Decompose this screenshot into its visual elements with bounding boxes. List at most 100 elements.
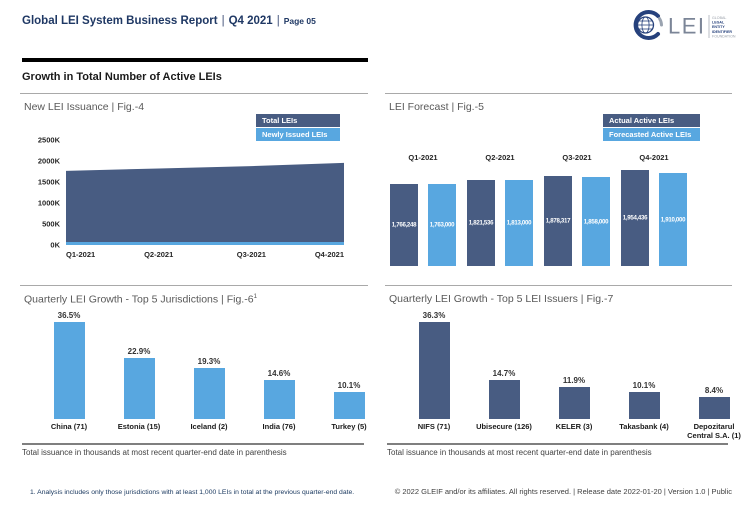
panel-lei-forecast: LEI Forecast | Fig.-5 Actual Active LEIs… bbox=[385, 93, 732, 279]
panel-top5-jurisdictions: Quarterly LEI Growth - Top 5 Jurisdictio… bbox=[20, 285, 368, 466]
fig7-value-label: 36.3% bbox=[422, 311, 446, 320]
fig6-bar bbox=[53, 322, 85, 419]
fig7-category-label: Ubisecure (126) bbox=[476, 422, 532, 431]
legend-item-forecasted-active-leis: Forecasted Active LEIs bbox=[603, 128, 700, 141]
fig4-x-tick: Q3-2021 bbox=[236, 250, 266, 259]
fig5-bar-group: Q3-2021 1,878,317 1,858,000 bbox=[544, 153, 610, 266]
legend-item-actual-active-leis: Actual Active LEIs bbox=[603, 114, 700, 127]
fig4-y-tick: 500K bbox=[42, 219, 60, 229]
fig5-group-bars: 1,766,248 1,763,000 bbox=[390, 166, 456, 266]
fig4-x-tick: Q4-2021 bbox=[314, 250, 344, 259]
fig7-bar-item: 36.3% bbox=[399, 311, 469, 419]
fig7-bars: 36.3% 14.7% 11.9% 10.1% 8.4% bbox=[399, 311, 749, 419]
fig5-bar-value-label: 1,954,436 bbox=[622, 214, 648, 222]
fig4-y-tick: 2000K bbox=[37, 156, 60, 166]
section-title: Growth in Total Number of Active LEIs bbox=[22, 71, 222, 83]
fig5-group-label: Q2-2021 bbox=[485, 153, 515, 162]
fig5-group-label: Q3-2021 bbox=[562, 153, 592, 162]
fig6-value-label: 19.3% bbox=[197, 356, 221, 366]
header-divider-bar bbox=[22, 58, 368, 62]
title-separator: | bbox=[221, 15, 225, 27]
fig7-bar-item: 8.4% bbox=[679, 311, 749, 419]
legend-item-newly-issued-leis: Newly Issued LEIs bbox=[256, 128, 340, 141]
fig5-group-bars: 1,878,317 1,858,000 bbox=[544, 166, 610, 266]
fig6-category-label: Estonia (15) bbox=[117, 422, 161, 431]
fig5-bar-group: Q4-2021 1,954,436 1,910,000 bbox=[621, 153, 687, 266]
fig4-plot bbox=[66, 140, 344, 245]
fig6-bar bbox=[123, 358, 155, 419]
fig7-value-label: 14.7% bbox=[492, 368, 516, 378]
fig5-bar: 1,858,000 bbox=[582, 177, 610, 266]
chart-title-fig7: Quarterly LEI Growth - Top 5 LEI Issuers… bbox=[389, 293, 614, 305]
fig6-bars: 36.5% 22.9% 19.3% 14.6% 10.1% bbox=[34, 311, 384, 419]
lei-wordmark: LEI bbox=[668, 14, 706, 39]
fig5-bar: 1,766,248 bbox=[390, 183, 418, 266]
fig6-bar bbox=[263, 380, 295, 419]
fig5-bar: 1,821,536 bbox=[467, 179, 495, 266]
fig5-bar: 1,813,000 bbox=[505, 180, 533, 266]
fig5-legend: Actual Active LEIs Forecasted Active LEI… bbox=[603, 114, 700, 142]
fig6-value-label: 10.1% bbox=[337, 381, 361, 391]
fig6-category-label: Turkey (5) bbox=[331, 422, 367, 431]
fig6-bar bbox=[193, 367, 225, 419]
fig7-bar bbox=[698, 396, 730, 419]
fig6-category-label: Iceland (2) bbox=[190, 422, 228, 431]
fig5-group-label: Q4-2021 bbox=[639, 153, 669, 162]
fig7-bar bbox=[418, 322, 450, 419]
report-title: Global LEI System Business Report bbox=[22, 15, 218, 27]
fig7-value-label: 8.4% bbox=[704, 385, 724, 395]
fig7-category-label: NIFS (71) bbox=[417, 422, 451, 431]
title-separator: | bbox=[276, 15, 280, 27]
fig7-category-labels: NIFS (71) Ubisecure (126) KELER (3) Takasba… bbox=[399, 422, 749, 441]
fig5-bar: 1,910,000 bbox=[659, 173, 687, 266]
fig6-bar-item: 19.3% bbox=[174, 311, 244, 419]
panel-new-lei-issuance: New LEI Issuance | Fig.-4 Total LEIs New… bbox=[20, 93, 368, 279]
fig5-bar-value-label: 1,763,000 bbox=[429, 221, 455, 229]
fig4-newly-issued-area bbox=[66, 242, 344, 245]
fig7-bar bbox=[558, 387, 590, 419]
fig7-bar-item: 11.9% bbox=[539, 311, 609, 419]
fig7-category-label: KELER (3) bbox=[555, 422, 593, 431]
fig4-x-axis: Q1-2021 Q2-2021 Q3-2021 Q4-2021 bbox=[66, 250, 344, 260]
fig7-bar bbox=[488, 379, 520, 419]
fig4-x-tick: Q1-2021 bbox=[66, 250, 96, 259]
copyright-footer: © 2022 GLEIF and/or its affiliates. All … bbox=[394, 487, 732, 496]
fig5-bar-groups: Q1-2021 1,766,248 1,763,000 Q2-2021 1,821,53… bbox=[390, 153, 687, 266]
fig4-area-svg bbox=[66, 162, 344, 245]
fig6-category-label: India (76) bbox=[262, 422, 296, 431]
tagline-line: GLOBAL bbox=[712, 16, 726, 20]
tagline-line: ENTITY bbox=[712, 25, 725, 29]
fig7-bar-item: 14.7% bbox=[469, 311, 539, 419]
fig7-value-label: 10.1% bbox=[632, 381, 656, 390]
page-number: Page 05 bbox=[283, 16, 316, 26]
fig6-bar-item: 10.1% bbox=[314, 311, 384, 419]
fig6-category-label: China (71) bbox=[50, 422, 88, 431]
fig7-category-label: Takasbank (4) bbox=[619, 422, 669, 431]
gleif-tagline: GLOBAL LEGAL ENTITY IDENTIFIER FOUNDATIO… bbox=[712, 16, 736, 38]
fig6-value-label: 14.6% bbox=[267, 369, 291, 379]
fig5-bar: 1,954,436 bbox=[621, 170, 649, 266]
fig5-bar-value-label: 1,910,000 bbox=[660, 216, 686, 224]
fig7-bar bbox=[628, 392, 660, 419]
fig4-y-tick: 1500K bbox=[37, 177, 60, 187]
tagline-line: LEGAL bbox=[712, 21, 725, 25]
fig4-total-leis-area bbox=[66, 162, 344, 242]
panel-top5-lei-issuers: Quarterly LEI Growth - Top 5 LEI Issuers… bbox=[385, 285, 741, 466]
gleif-logo: LEI GLOBAL LEGAL ENTITY IDENTIFIER FOUND… bbox=[628, 6, 738, 53]
chart-title-fig5: LEI Forecast | Fig.-5 bbox=[389, 101, 484, 113]
fig6-bar bbox=[333, 392, 365, 419]
chart-title-fig4: New LEI Issuance | Fig.-4 bbox=[24, 101, 145, 113]
fig4-y-tick: 1000K bbox=[37, 198, 60, 208]
fig5-bar-group: Q1-2021 1,766,248 1,763,000 bbox=[390, 153, 456, 266]
fig6-bar-item: 14.6% bbox=[244, 311, 314, 419]
report-header: Global LEI System Business Report | Q4 202… bbox=[22, 11, 316, 29]
legend-item-total-leis: Total LEIs bbox=[256, 114, 340, 127]
fig6-axis-line bbox=[22, 443, 364, 445]
fig5-bar: 1,878,317 bbox=[544, 175, 572, 266]
tagline-line: FOUNDATION bbox=[712, 34, 736, 38]
fig5-group-bars: 1,954,436 1,910,000 bbox=[621, 166, 687, 266]
fig7-caption: Total issuance in thousands at most rece… bbox=[387, 448, 652, 457]
fig5-bar-value-label: 1,878,317 bbox=[545, 217, 571, 225]
fig4-legend: Total LEIs Newly Issued LEIs bbox=[256, 114, 340, 142]
